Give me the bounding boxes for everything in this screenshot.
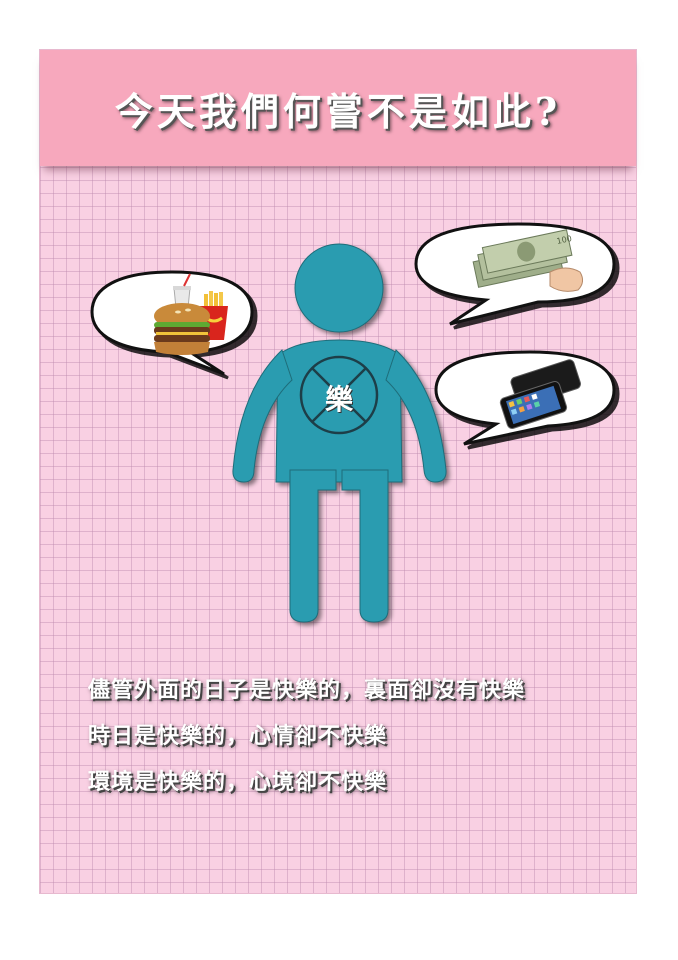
cash-in-hand-icon: 100 [472, 229, 584, 292]
burger-fries-drink-icon [154, 273, 228, 355]
svg-text:100: 100 [556, 234, 573, 246]
person-figure [232, 243, 447, 623]
no-joy-symbol [299, 355, 379, 435]
chest-character: 樂 [324, 383, 353, 416]
smartphone-icon [499, 359, 581, 429]
page-title: 今天我們何嘗不是如此? [114, 88, 562, 134]
figure-head [294, 243, 384, 333]
speech-bubble-smartphone [434, 350, 616, 446]
caption-line-2: 時日是快樂的，心情卻不快樂 [88, 723, 388, 749]
poster: 今天我們何嘗不是如此? [40, 50, 636, 893]
title-banner: 今天我們何嘗不是如此? [40, 50, 636, 166]
caption-line-1: 儘管外面的日子是快樂的，裏面卻沒有快樂 [88, 677, 526, 703]
speech-bubble-money: 100 [414, 222, 616, 326]
speech-bubble-fast-food [90, 270, 254, 376]
caption-text: 儘管外面的日子是快樂的，裏面卻沒有快樂 時日是快樂的，心情卻不快樂 環境是快樂的… [88, 667, 628, 805]
caption-line-3: 環境是快樂的，心境卻不快樂 [88, 769, 388, 795]
